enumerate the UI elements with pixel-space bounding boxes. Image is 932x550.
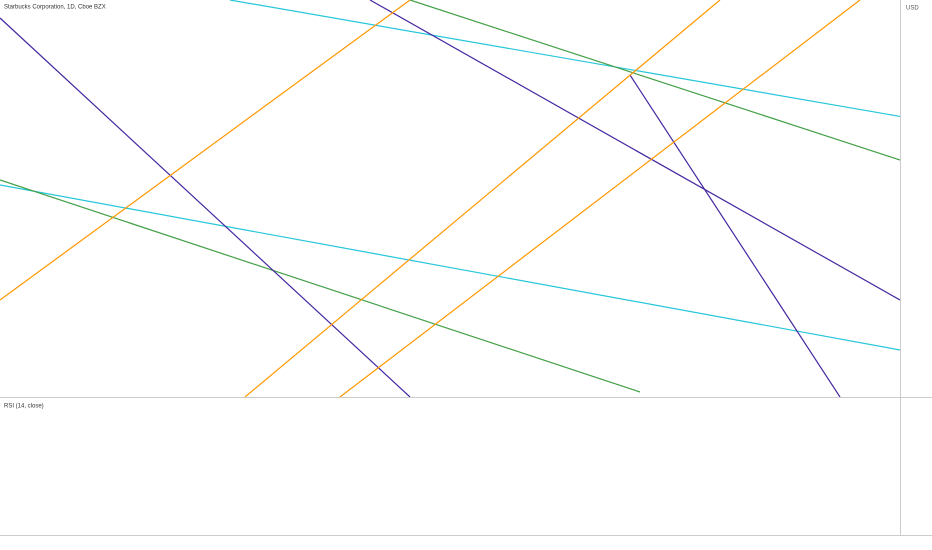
trend-line — [629, 74, 841, 397]
trend-line — [0, 184, 900, 351]
trend-line — [409, 0, 900, 161]
trend-line — [369, 0, 900, 301]
chart-title: Starbucks Corporation, 1D, Cboe BZX — [4, 5, 106, 11]
channel-line — [0, 0, 411, 301]
rsi-title: RSI (14, close) — [4, 404, 44, 410]
drawings — [0, 0, 900, 397]
trend-line — [229, 0, 900, 118]
trend-line — [0, 17, 411, 397]
currency: USD — [906, 6, 919, 12]
channel-line — [244, 0, 721, 397]
channel-line — [339, 0, 861, 397]
trend-line — [0, 179, 641, 393]
